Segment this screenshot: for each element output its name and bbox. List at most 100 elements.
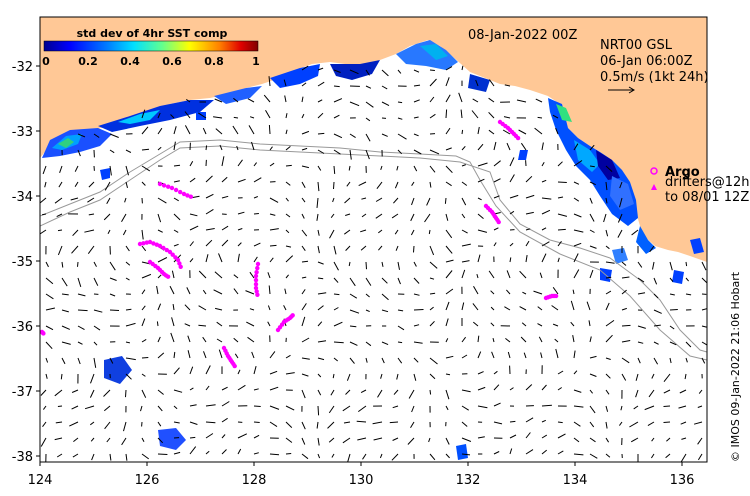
current-vector <box>378 245 383 251</box>
current-vector <box>330 389 335 396</box>
current-vector <box>69 421 79 427</box>
current-vector <box>538 336 543 343</box>
current-vector <box>477 143 484 151</box>
current-vector <box>557 228 566 231</box>
current-vector <box>413 245 415 253</box>
colorbar-tick: 0.2 <box>78 55 98 68</box>
current-vector <box>61 293 69 296</box>
current-vector <box>490 306 495 311</box>
current-vector <box>509 194 519 199</box>
current-vector <box>665 453 671 459</box>
current-vector <box>541 179 547 183</box>
current-vector <box>413 309 424 311</box>
current-vector <box>413 116 419 119</box>
current-vector <box>54 197 63 204</box>
current-vector <box>215 128 223 135</box>
current-vector <box>493 402 501 407</box>
current-vector <box>71 389 79 393</box>
current-vector <box>218 253 223 263</box>
current-vector <box>346 373 351 381</box>
current-vector <box>477 126 480 135</box>
current-vector <box>317 305 324 311</box>
current-vector <box>509 242 514 247</box>
current-vector <box>685 293 692 296</box>
current-vector <box>141 109 146 119</box>
current-vector <box>141 165 151 172</box>
current-vector <box>365 149 370 160</box>
current-vector <box>653 324 661 327</box>
current-vector <box>284 95 287 103</box>
current-vector <box>358 181 367 187</box>
current-vector <box>317 245 320 254</box>
current-vector <box>631 229 639 236</box>
current-vector <box>541 434 548 439</box>
x-axis <box>39 462 683 466</box>
current-vector <box>605 373 611 379</box>
current-vector <box>630 437 639 443</box>
current-vector <box>573 197 580 202</box>
current-vector <box>45 325 54 331</box>
current-vector <box>316 213 319 221</box>
current-vector <box>541 209 551 215</box>
current-vector <box>157 213 162 223</box>
current-vector <box>221 386 228 391</box>
current-vector <box>365 101 374 108</box>
current-vector <box>361 213 367 218</box>
current-vector <box>535 98 543 103</box>
current-vector <box>189 446 197 455</box>
current-vector <box>157 112 161 119</box>
current-vector <box>221 401 230 407</box>
current-vector <box>333 341 344 344</box>
current-vector <box>653 341 659 345</box>
current-vector <box>605 389 610 395</box>
current-vector <box>493 178 501 183</box>
current-vector <box>253 434 260 439</box>
current-vector <box>537 306 543 311</box>
current-vector <box>189 258 194 263</box>
current-vector <box>551 305 559 311</box>
current-vector <box>189 404 197 407</box>
current-vector <box>248 125 255 135</box>
current-vector <box>141 373 146 377</box>
current-vector <box>269 421 278 428</box>
current-vector <box>603 213 607 223</box>
drifter-position <box>164 247 169 253</box>
current-vector <box>173 351 176 359</box>
current-vector <box>637 261 643 268</box>
current-vector <box>172 304 175 311</box>
current-vector <box>317 437 320 446</box>
current-vector <box>663 373 671 383</box>
current-vector <box>45 307 56 311</box>
current-vector <box>301 229 308 237</box>
current-vector <box>184 111 191 119</box>
current-vector <box>157 336 161 343</box>
drifter-position <box>165 274 171 279</box>
current-vector <box>525 240 530 247</box>
current-vector <box>301 181 306 189</box>
current-vector <box>205 421 216 424</box>
y-tick-label: -35 <box>12 255 33 270</box>
current-vector <box>87 245 95 254</box>
current-vector <box>445 405 449 411</box>
current-vector <box>173 389 183 393</box>
current-vector <box>344 197 351 204</box>
current-vector <box>373 437 383 441</box>
current-vector <box>684 373 687 380</box>
current-vector <box>492 337 495 343</box>
current-vector <box>471 110 479 119</box>
current-vector <box>347 453 351 462</box>
current-vector <box>461 260 470 263</box>
current-vector <box>77 149 81 157</box>
current-vector <box>509 257 512 263</box>
current-vector <box>629 421 639 428</box>
current-vector <box>348 165 351 171</box>
drifter-tracks <box>40 119 559 369</box>
current-vector <box>605 261 615 264</box>
current-vector <box>445 94 451 103</box>
current-vector <box>253 213 259 215</box>
current-vector <box>445 301 450 311</box>
current-vector <box>520 336 527 343</box>
current-vector <box>589 197 593 204</box>
current-vector <box>253 177 262 183</box>
